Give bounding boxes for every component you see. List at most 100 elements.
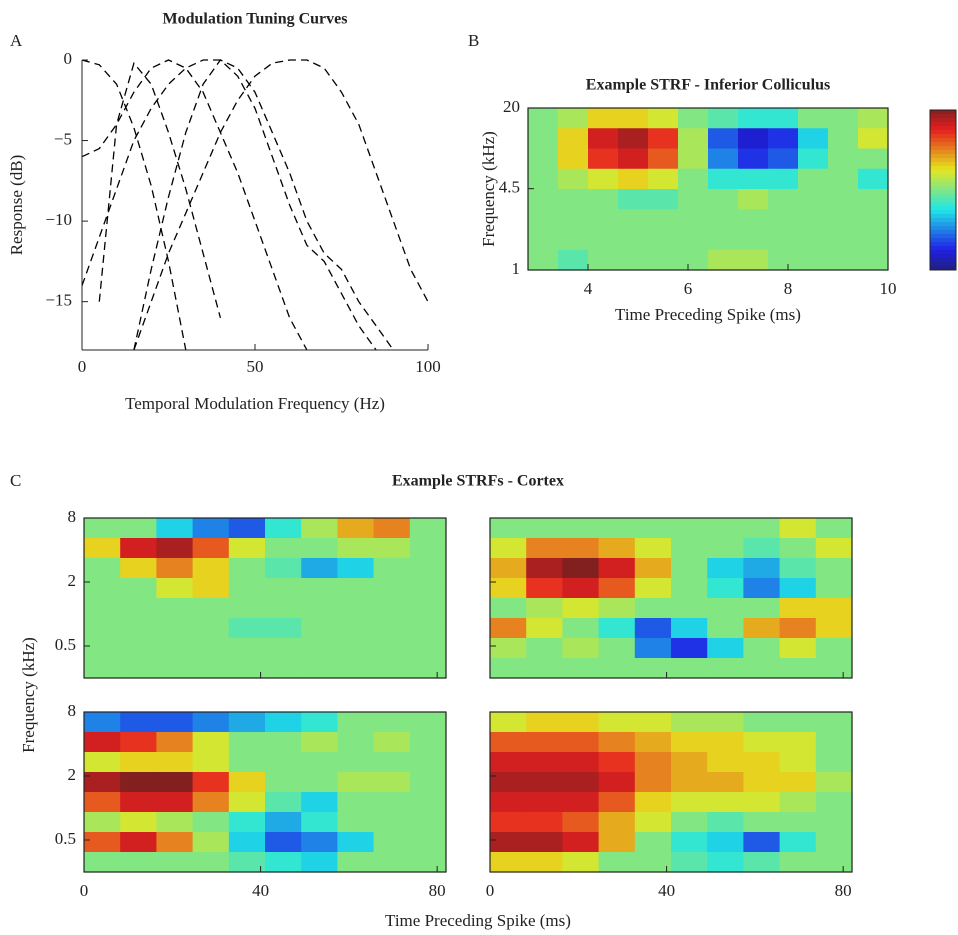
heatmap-cell [526, 732, 563, 753]
heatmap-cell [265, 752, 302, 773]
heatmap-cell [301, 658, 338, 679]
heatmap-cell [562, 712, 600, 733]
colorbar-segment [930, 230, 956, 235]
heatmap-cell [779, 558, 817, 579]
heatmap-cell [301, 538, 338, 559]
tuning-curve [98, 61, 222, 318]
heatmap-cell [409, 812, 447, 833]
heatmap-cell [858, 148, 889, 170]
heatmap-cell [120, 732, 157, 753]
heatmap-cell [588, 189, 619, 210]
heatmap-cell [490, 812, 527, 833]
plot-frame [83, 711, 447, 873]
y-tick-label: −15 [45, 291, 72, 310]
heatmap-cell [768, 209, 799, 231]
heatmap-cell [562, 558, 600, 579]
heatmap-cell [265, 852, 302, 873]
x-tick-label: 40 [658, 881, 675, 900]
heatmap-cell [779, 852, 817, 873]
chart-title: Example STRFs - Cortex [392, 473, 564, 490]
heatmap-cell [156, 752, 194, 773]
heatmap-cell [490, 578, 527, 599]
heatmap-cell [490, 792, 527, 813]
heatmap-cell [815, 852, 853, 873]
heatmap-cell [228, 558, 266, 579]
heatmap-cell [228, 618, 266, 639]
heatmap-cell [598, 658, 636, 679]
heatmap-cell [779, 712, 817, 733]
heatmap-cell [337, 538, 375, 559]
heatmap-cell [815, 658, 853, 679]
heatmap-cell [634, 638, 672, 659]
heatmap-cell [301, 732, 338, 753]
heatmap-cell [815, 712, 853, 733]
colorbar-segment [930, 162, 956, 167]
heatmap-cell [678, 148, 709, 170]
heatmap-cell [743, 538, 781, 559]
heatmap-cell [120, 752, 157, 773]
heatmap-cell [648, 128, 679, 150]
heatmap-cell [598, 638, 636, 659]
heatmap-cell [373, 638, 411, 659]
heatmap-cell [84, 558, 121, 579]
heatmap-cell [490, 772, 527, 793]
heatmap-cell [228, 598, 266, 619]
heatmap-cell [84, 732, 121, 753]
heatmap-cell [337, 518, 375, 539]
heatmap-cell [526, 598, 563, 619]
heatmap-cell [858, 128, 889, 150]
heatmap-cell [671, 518, 708, 539]
heatmap-cell [337, 638, 375, 659]
colorbar-segment [930, 142, 956, 147]
heatmap-cell [634, 792, 672, 813]
heatmap-cell [598, 832, 636, 853]
heatmap-cell [120, 832, 157, 853]
heatmap-cell [858, 229, 889, 251]
heatmap-cell [156, 772, 194, 793]
heatmap-cell [618, 189, 649, 210]
y-tick-label: 8 [68, 701, 77, 720]
heatmap-cell [192, 618, 230, 639]
heatmap-cell [779, 812, 817, 833]
heatmap-cell [528, 148, 559, 170]
colorbar-segment [930, 250, 956, 255]
x-tick-label: 80 [835, 881, 852, 900]
heatmap-cell [634, 752, 672, 773]
heatmap-cell [409, 852, 447, 873]
heatmap-cell [409, 832, 447, 853]
heatmap-cell [828, 108, 859, 129]
heatmap-cell [528, 229, 559, 251]
heatmap-cell [598, 538, 636, 559]
heatmap-cell [648, 108, 679, 129]
heatmap-cell [562, 772, 600, 793]
heatmap-cell [743, 832, 781, 853]
heatmap-cell [707, 812, 744, 833]
heatmap-cell [120, 712, 157, 733]
heatmap-cell [562, 578, 600, 599]
heatmap-cell [526, 852, 563, 873]
colorbar-segment [930, 122, 956, 127]
heatmap-cell [678, 189, 709, 210]
heatmap-cell [409, 618, 447, 639]
heatmap-cell [828, 229, 859, 251]
heatmap-cell [558, 168, 589, 190]
heatmap-cell [409, 638, 447, 659]
heatmap-cell [648, 209, 679, 231]
heatmap-cell [798, 128, 829, 150]
colorbar-segment [930, 202, 956, 207]
heatmap-cell [598, 852, 636, 873]
heatmap-cell [84, 518, 121, 539]
heatmap-cell [779, 618, 817, 639]
heatmap-cell [373, 712, 411, 733]
heatmap-cell [634, 832, 672, 853]
heatmap-cell [192, 852, 230, 873]
y-axis-label: Frequency (kHz) [19, 637, 38, 753]
heatmap-cell [301, 598, 338, 619]
heatmap-cell [337, 618, 375, 639]
heatmap-cell [373, 518, 411, 539]
heatmap-cell [120, 658, 157, 679]
heatmap-cell [598, 752, 636, 773]
heatmap-cell [828, 168, 859, 190]
heatmap-cell [671, 772, 708, 793]
